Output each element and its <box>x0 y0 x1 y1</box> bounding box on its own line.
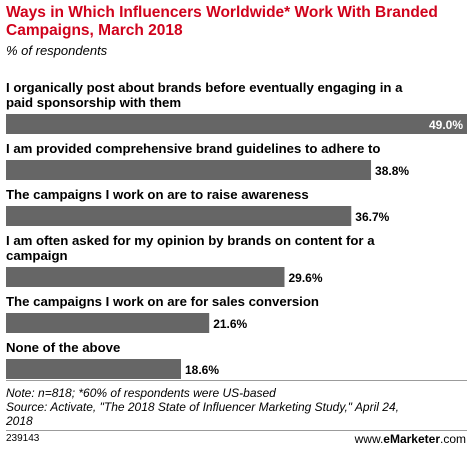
value-label: 36.7% <box>355 210 389 224</box>
bar <box>6 206 352 226</box>
divider-bottom <box>6 430 467 431</box>
chart-subtitle: % of respondents <box>6 43 108 58</box>
category-label: campaign <box>6 248 68 263</box>
category-label: I am often asked for my opinion by brand… <box>6 233 375 248</box>
bar-chart: I organically post about brands before e… <box>6 80 467 379</box>
category-label: I am provided comprehensive brand guidel… <box>6 141 380 156</box>
emarketer-logo: www.eMarketer.com <box>355 432 466 446</box>
category-label: paid sponsorship with them <box>6 95 181 110</box>
bar <box>6 160 372 180</box>
bar <box>6 359 181 379</box>
logo-prefix: www. <box>354 432 384 446</box>
category-label: I organically post about brands before e… <box>6 80 403 95</box>
bar <box>6 114 467 134</box>
category-label: The campaigns I work on are to raise awa… <box>6 187 309 202</box>
value-label: 38.8% <box>375 164 409 178</box>
value-label: 21.6% <box>213 317 247 331</box>
chart-note: Note: n=818; *60% of respondents were US… <box>6 386 466 428</box>
category-label: The campaigns I work on are for sales co… <box>6 294 319 309</box>
source-line-continued: 2018 <box>6 414 33 428</box>
bar <box>6 313 210 333</box>
source-line: Source: Activate, "The 2018 State of Inf… <box>6 400 399 414</box>
category-label: None of the above <box>6 340 120 355</box>
value-label: 18.6% <box>185 363 219 377</box>
logo-suffix: .com <box>439 432 466 446</box>
note-line: Note: n=818; *60% of respondents were US… <box>6 386 276 400</box>
bar <box>6 267 285 287</box>
value-label: 29.6% <box>288 271 322 285</box>
divider-top <box>6 380 467 381</box>
value-label: 49.0% <box>429 118 463 132</box>
logo-brand: eMarketer <box>383 432 440 446</box>
chart-title: Ways in Which Influencers Worldwide* Wor… <box>6 4 438 39</box>
chart-id: 239143 <box>6 433 40 444</box>
